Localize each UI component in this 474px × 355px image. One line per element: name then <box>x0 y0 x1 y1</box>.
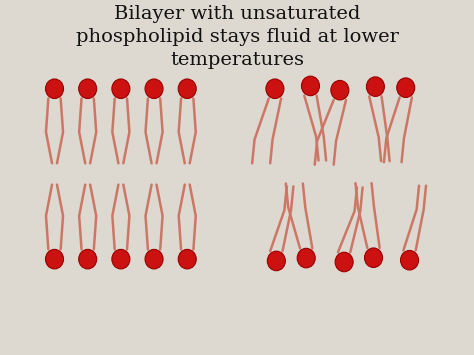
Ellipse shape <box>112 249 130 269</box>
Ellipse shape <box>178 249 196 269</box>
Ellipse shape <box>331 81 349 100</box>
Ellipse shape <box>178 79 196 98</box>
Ellipse shape <box>79 249 97 269</box>
Ellipse shape <box>145 249 163 269</box>
Ellipse shape <box>301 76 319 95</box>
Ellipse shape <box>335 252 353 272</box>
Ellipse shape <box>267 251 285 271</box>
Ellipse shape <box>397 78 415 97</box>
Ellipse shape <box>401 251 419 270</box>
Ellipse shape <box>46 79 64 98</box>
Ellipse shape <box>46 249 64 269</box>
Ellipse shape <box>297 248 315 268</box>
Ellipse shape <box>112 79 130 98</box>
Ellipse shape <box>79 79 97 98</box>
Ellipse shape <box>365 248 383 268</box>
Ellipse shape <box>366 77 384 96</box>
Ellipse shape <box>145 79 163 98</box>
Text: Bilayer with unsaturated
phospholipid stays fluid at lower
temperatures: Bilayer with unsaturated phospholipid st… <box>75 5 399 69</box>
Ellipse shape <box>266 79 284 98</box>
